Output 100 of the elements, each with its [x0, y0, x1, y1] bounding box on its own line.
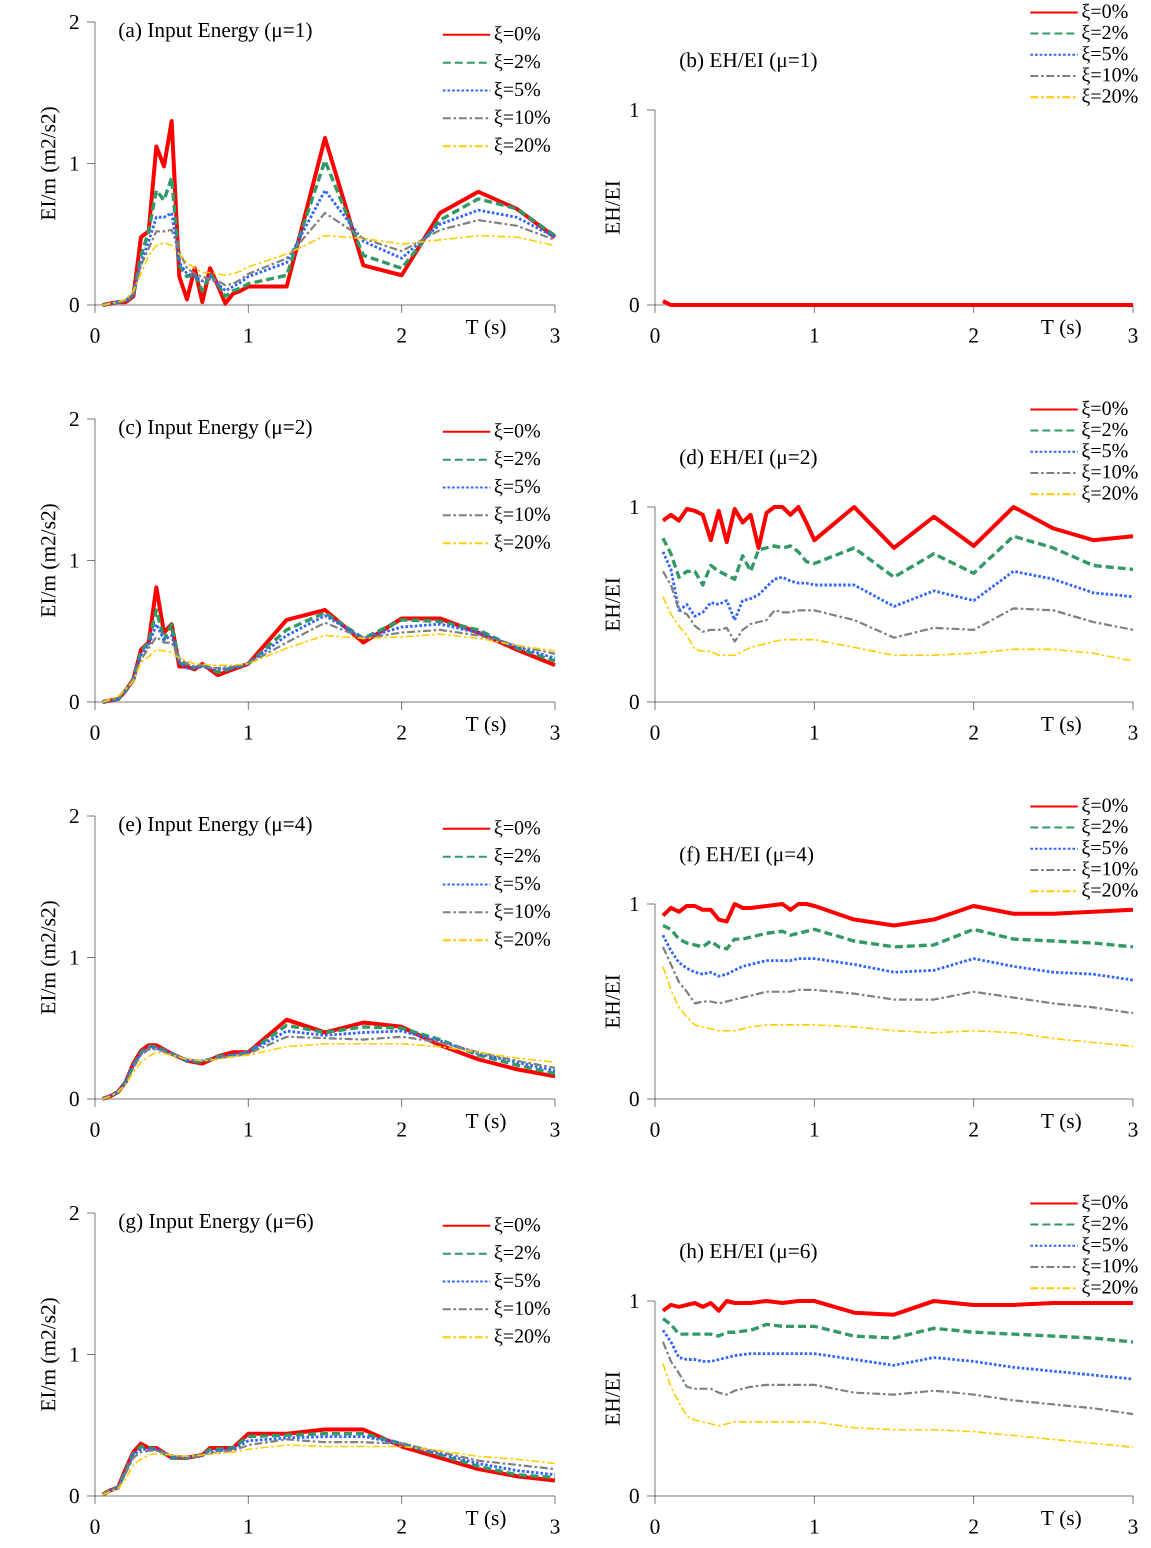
y-tick-label: 0 — [69, 694, 79, 710]
legend-label: ξ=20% — [494, 534, 551, 553]
x-tick-label: 1 — [810, 1519, 819, 1534]
legend-label: ξ=5% — [1082, 46, 1128, 64]
legend-label: ξ=5% — [1082, 840, 1128, 858]
chart-title: (g) Input Energy (μ=6) — [119, 1213, 313, 1233]
y-tick-label: 0 — [629, 1488, 639, 1504]
x-tick-label: 2 — [397, 1122, 406, 1137]
legend-label: ξ=10% — [1082, 464, 1138, 482]
x-tick-label: 0 — [90, 725, 100, 740]
x-tick-label: 3 — [1128, 1519, 1138, 1534]
y-tick-label: 0 — [629, 1091, 639, 1107]
legend-label: ξ=10% — [494, 109, 551, 128]
chart-title: (h) EH/EI (μ=6) — [680, 1243, 817, 1263]
legend-label: ξ=2% — [1082, 1216, 1128, 1234]
legend-label: ξ=2% — [494, 848, 541, 866]
legend-label: ξ=20% — [494, 137, 551, 156]
legend-label: ξ=20% — [494, 1328, 551, 1347]
x-axis-title: T (s) — [1041, 319, 1081, 339]
x-axis-title: T (s) — [465, 1113, 506, 1133]
chart-title: (d) EH/EI (μ=2) — [680, 449, 817, 469]
legend-label: ξ=10% — [1082, 861, 1138, 879]
x-tick-label: 2 — [969, 328, 978, 343]
y-axis-title: EI/m (m2/s2) — [40, 107, 60, 221]
x-tick-label: 0 — [650, 1519, 660, 1534]
legend-label: ξ=10% — [494, 903, 551, 922]
legend-label: ξ=0% — [494, 423, 541, 441]
x-axis-title: T (s) — [465, 1510, 506, 1530]
y-tick-label: 2 — [69, 14, 79, 30]
x-tick-label: 0 — [650, 725, 660, 740]
x-tick-label: 0 — [650, 328, 660, 343]
x-tick-label: 0 — [650, 1122, 660, 1137]
x-tick-label: 3 — [1128, 328, 1138, 343]
chart-title: (c) Input Energy (μ=2) — [119, 419, 312, 439]
chart-title: (e) Input Energy (μ=4) — [119, 816, 312, 836]
y-tick-label: 1 — [630, 499, 639, 515]
legend-label: ξ=0% — [1082, 1194, 1128, 1213]
legend-label: ξ=2% — [494, 451, 541, 469]
legend-label: ξ=0% — [1082, 400, 1128, 419]
y-tick-label: 0 — [69, 1091, 79, 1107]
x-tick-label: 2 — [969, 1122, 978, 1137]
x-axis-title: T (s) — [1041, 1113, 1081, 1133]
x-tick-label: 0 — [90, 1122, 100, 1137]
x-tick-label: 3 — [1128, 725, 1138, 740]
legend-label: ξ=5% — [494, 875, 541, 894]
x-tick-label: 2 — [397, 1519, 406, 1534]
y-tick-label: 2 — [69, 808, 79, 824]
chart-title: (f) EH/EI (μ=4) — [680, 846, 814, 866]
legend-label: ξ=20% — [1082, 1279, 1138, 1298]
legend-label: ξ=2% — [1082, 819, 1128, 837]
y-tick-label: 1 — [630, 102, 639, 118]
legend-label: ξ=20% — [494, 931, 551, 950]
x-tick-label: 1 — [810, 328, 819, 343]
legend-label: ξ=10% — [1082, 67, 1138, 85]
chart-title: (b) EH/EI (μ=1) — [680, 52, 817, 72]
legend-label: ξ=2% — [1082, 422, 1128, 440]
legend-label: ξ=5% — [1082, 1237, 1128, 1255]
y-axis-title: EH/EI — [605, 974, 620, 1029]
legend-label: ξ=5% — [1082, 443, 1128, 461]
x-tick-label: 1 — [244, 725, 253, 740]
legend-label: ξ=10% — [1082, 1258, 1138, 1276]
y-tick-label: 2 — [69, 1205, 79, 1221]
line-series — [101, 188, 557, 307]
y-axis-title: EH/EI — [605, 180, 620, 235]
y-tick-label: 1 — [70, 156, 79, 171]
x-tick-label: 1 — [244, 1519, 253, 1534]
y-axis-title: EI/m (m2/s2) — [40, 901, 60, 1015]
x-axis-title: T (s) — [465, 319, 506, 339]
legend-label: ξ=20% — [1082, 88, 1138, 107]
x-tick-label: 0 — [90, 1519, 100, 1534]
y-tick-label: 0 — [629, 694, 639, 710]
y-tick-label: 0 — [69, 297, 79, 313]
x-tick-label: 1 — [244, 328, 253, 343]
x-tick-label: 2 — [397, 328, 406, 343]
y-tick-label: 2 — [69, 411, 79, 427]
x-axis-title: T (s) — [1041, 716, 1081, 736]
legend-label: ξ=2% — [494, 1245, 541, 1263]
legend-label: ξ=5% — [494, 478, 541, 497]
legend-label: ξ=0% — [1082, 3, 1128, 22]
y-tick-label: 0 — [629, 297, 639, 313]
line-series — [660, 504, 1135, 550]
line-series — [101, 234, 556, 306]
x-tick-label: 3 — [550, 1122, 560, 1137]
x-tick-label: 1 — [810, 1122, 819, 1137]
y-tick-label: 1 — [630, 1293, 639, 1309]
legend-label: ξ=5% — [494, 1272, 541, 1291]
x-tick-label: 2 — [969, 725, 978, 740]
x-tick-label: 1 — [244, 1122, 253, 1137]
y-tick-label: 1 — [70, 950, 79, 965]
legend-label: ξ=2% — [1082, 25, 1128, 43]
legend-label: ξ=10% — [494, 506, 551, 525]
legend-label: ξ=0% — [494, 1217, 541, 1235]
legend-label: ξ=20% — [1082, 882, 1138, 901]
x-axis-title: T (s) — [1041, 1510, 1081, 1530]
x-tick-label: 0 — [90, 328, 100, 343]
legend-label: ξ=5% — [494, 81, 541, 100]
y-axis-title: EH/EI — [605, 577, 620, 632]
x-tick-label: 3 — [550, 328, 560, 343]
x-axis-title: T (s) — [465, 716, 506, 736]
legend-label: ξ=0% — [494, 820, 541, 838]
